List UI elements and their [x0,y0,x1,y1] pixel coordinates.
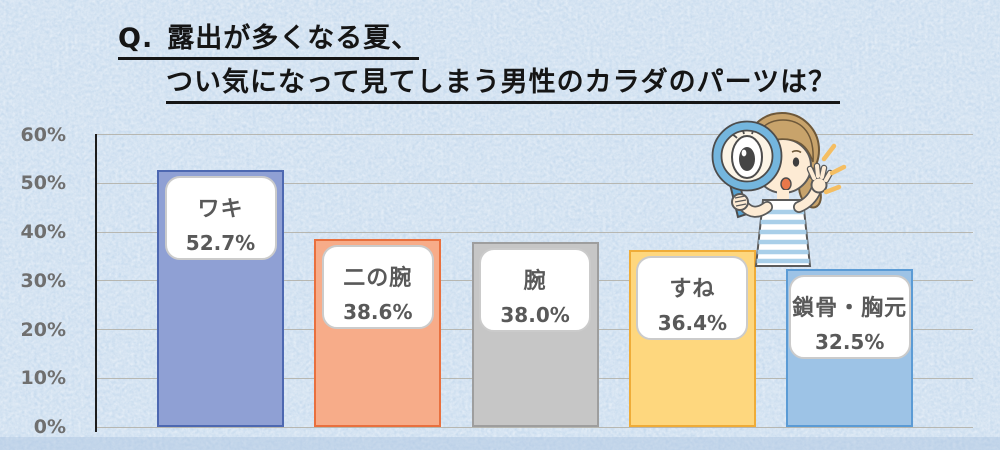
y-axis-tick-label: 50% [20,172,66,195]
gridline [96,182,973,184]
neck [777,190,789,200]
bar-value-label: 32.5% [814,329,885,354]
bar-category-label: すね [669,276,716,302]
y-axis-tick-label: 60% [20,123,66,146]
y-axis-tick-label: 40% [20,221,66,243]
bar-label-card: 鎖骨・胸元 32.5% [788,274,911,359]
question-prefix: Q. [118,23,154,54]
right-eye [792,157,800,167]
bar-value-label: 38.0% [500,302,570,327]
woman-with-magnifying-glass-illustration [711,112,847,267]
question-title-line2: つい気になって見てしまう男性のカラダのパーツは？ [166,68,841,104]
finger-lines [734,195,747,207]
bar-category-label: 鎖骨・胸元 [792,295,908,321]
bar-value-label: 38.6% [343,299,413,324]
y-axis-tick-label: 10% [20,367,66,390]
bar-category-label: 腕 [523,268,547,294]
eyebrow [791,150,802,154]
mouth [780,177,792,191]
y-axis-tick-label: 20% [20,318,66,341]
y-axis-line [95,133,97,432]
gridline [96,231,973,233]
waving-hand [806,162,834,194]
emphasis-dashes [821,143,847,195]
question-title-line1: Q. 露出が多くなる夏、 [118,23,420,60]
question-title: Q. 露出が多くなる夏、 つい気になって見てしまう男性のカラダのパーツは？ [118,23,841,104]
bar-category-label: 二の腕 [343,265,413,291]
bar-label-card: 腕 38.0% [479,247,592,332]
question-text-line1: 露出が多くなる夏、 [167,23,420,54]
bar-label-card: ワキ 52.7% [164,176,277,261]
y-axis-tick-label: 30% [20,269,66,292]
bar-label-card: 二の腕 38.6% [321,244,434,329]
bar-category-label: ワキ [197,197,244,223]
gridline [96,134,973,135]
magnifying-glass [711,120,783,192]
bar-label-card: すね 36.4% [636,255,749,340]
bar-value-label: 52.7% [185,231,256,256]
y-axis-tick-label: 0% [33,416,66,438]
bar-value-label: 36.4% [657,310,728,335]
